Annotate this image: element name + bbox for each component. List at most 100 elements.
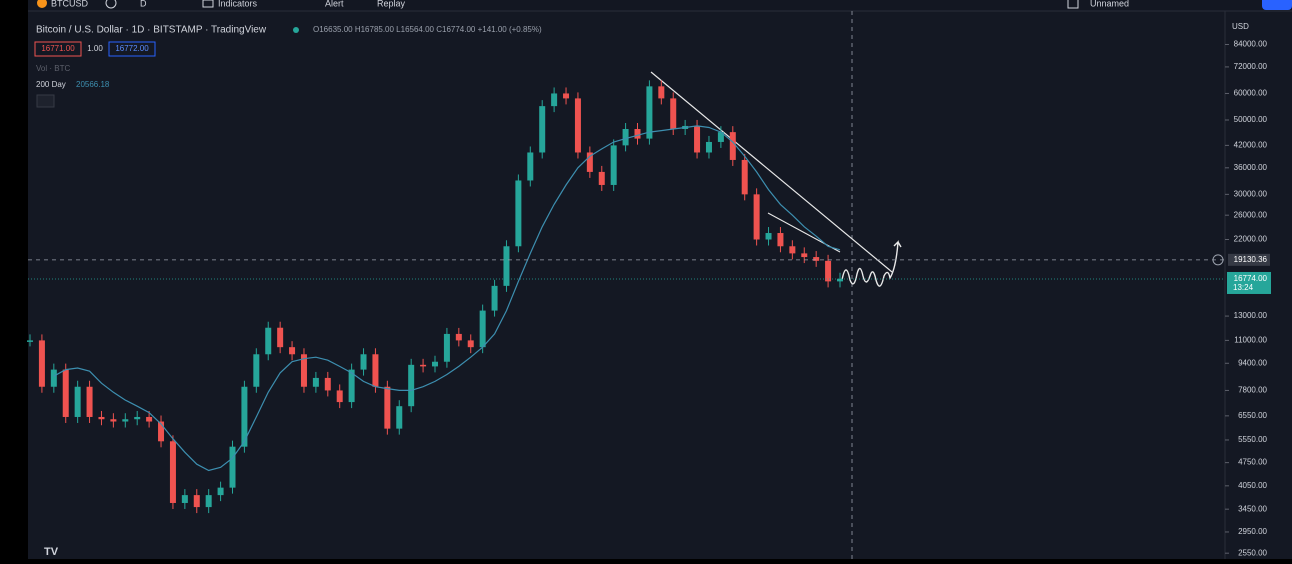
candle: [169, 441, 176, 503]
candle: [312, 377, 319, 387]
candle: [515, 180, 522, 247]
sell-box[interactable]: [34, 41, 82, 57]
candle: [634, 129, 641, 139]
candle: [253, 354, 260, 387]
alert-button[interactable]: Alert: [325, 0, 344, 8]
candle: [801, 253, 808, 258]
replay-button[interactable]: Replay: [377, 0, 406, 8]
indicators-icon: [202, 0, 214, 8]
candle: [134, 416, 141, 420]
moving-average: [53, 125, 841, 472]
candle: [467, 340, 474, 348]
candle: [50, 369, 57, 387]
countdown: 13:24: [1233, 283, 1254, 292]
candle: [551, 93, 558, 107]
y-tick-label: 50000.00: [1234, 115, 1268, 124]
candle: [98, 416, 105, 420]
candle: [694, 125, 701, 153]
buy-price[interactable]: 16772.00: [115, 44, 149, 53]
ohlc: O16635.00 H16785.00 L16564.00 C16774.00 …: [313, 25, 542, 34]
y-tick-label: 11000.00: [1234, 336, 1267, 345]
candle: [765, 233, 772, 240]
crosshair-price: 19130.36: [1234, 255, 1268, 264]
layout-name[interactable]: Unnamed: [1090, 0, 1129, 8]
candle: [300, 354, 307, 387]
symbol[interactable]: BTCUSD: [51, 0, 89, 8]
candle: [289, 347, 296, 355]
candle: [753, 194, 760, 240]
candle: [193, 495, 200, 508]
candle: [277, 327, 284, 348]
candle: [813, 257, 820, 261]
symbol-icon: [37, 0, 47, 8]
candle: [503, 246, 510, 286]
y-tick-label: 4750.00: [1238, 458, 1267, 467]
y-tick-label: 30000.00: [1234, 189, 1268, 198]
candle: [455, 333, 462, 341]
candle: [265, 327, 272, 355]
y-tick-label: 2550.00: [1238, 548, 1267, 557]
candle: [229, 446, 236, 488]
collapse-button[interactable]: [36, 94, 55, 108]
candle: [563, 93, 570, 99]
candle: [598, 171, 605, 185]
candle: [777, 233, 784, 247]
sell-price[interactable]: 16771.00: [41, 44, 75, 53]
spread: 1.00: [87, 44, 103, 53]
y-tick-label: 22000.00: [1234, 235, 1268, 244]
ma-value: 20566.18: [76, 80, 110, 89]
add-symbol[interactable]: [105, 0, 117, 9]
candle: [622, 129, 629, 146]
candle: [122, 419, 129, 422]
y-tick-label: 9400.00: [1238, 358, 1267, 367]
candle: [741, 159, 748, 195]
candle: [717, 132, 724, 142]
candle: [610, 145, 617, 185]
y-tick-label: 4050.00: [1238, 481, 1267, 490]
candle: [443, 333, 450, 362]
add-alert-button[interactable]: [1212, 254, 1224, 266]
layout-icon: [1067, 0, 1079, 9]
candle: [670, 98, 677, 130]
candle: [336, 390, 343, 403]
y-tick-label: 36000.00: [1234, 163, 1268, 172]
y-tick-label: 7800.00: [1238, 386, 1267, 395]
y-tick-label: 3450.00: [1238, 504, 1267, 513]
candle: [324, 377, 331, 391]
candle: [348, 369, 355, 403]
trendline: [650, 71, 893, 273]
volume-legend: Vol · BTC: [36, 64, 70, 73]
y-tick-label: 5550.00: [1238, 435, 1267, 444]
status-dot: [293, 27, 299, 33]
candle: [825, 260, 832, 282]
candle: [729, 132, 736, 160]
candle: [396, 406, 403, 429]
buy-box[interactable]: [108, 41, 156, 57]
interval[interactable]: D: [140, 0, 147, 8]
candle: [241, 386, 248, 447]
candle: [646, 86, 653, 139]
candle: [86, 386, 93, 417]
candle: [408, 364, 415, 407]
candle: [205, 495, 212, 508]
chart-title: Bitcoin / U.S. Dollar · 1D · BITSTAMP · …: [36, 25, 267, 36]
candle: [705, 141, 712, 153]
publish-button[interactable]: [1262, 0, 1292, 10]
candle: [27, 340, 33, 342]
candle: [420, 364, 427, 367]
candle: [384, 386, 391, 429]
sketch-projection: [841, 240, 902, 287]
currency: USD: [1232, 22, 1249, 31]
chart-pane: [28, 0, 1292, 559]
y-tick-label: 6550.00: [1238, 411, 1267, 420]
candle: [372, 354, 379, 387]
candle: [658, 86, 665, 99]
y-tick-label: 13000.00: [1234, 311, 1268, 320]
candle: [110, 419, 117, 422]
y-tick-label: 84000.00: [1234, 40, 1268, 49]
candle: [217, 487, 224, 496]
candle: [360, 354, 367, 370]
toolbar: [28, 0, 1292, 11]
indicators-button[interactable]: Indicators: [218, 0, 258, 8]
